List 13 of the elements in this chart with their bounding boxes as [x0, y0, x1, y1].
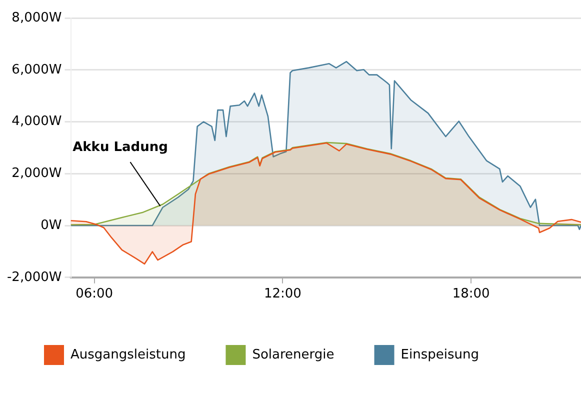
- annotation: Akku Ladung: [72, 140, 168, 155]
- y-tick-label: 2,000W: [12, 166, 62, 182]
- y-tick-label: 0W: [40, 218, 62, 233]
- x-tick-label: 12:00: [264, 286, 302, 302]
- x-tick-label: 18:00: [452, 286, 490, 302]
- y-tick-label: -2,000W: [6, 270, 62, 285]
- y-tick-label: 6,000W: [12, 62, 62, 78]
- y-tick-label: 8,000W: [12, 10, 62, 26]
- legend-label: Solarenergie: [252, 347, 334, 362]
- y-tick-label: 4,000W: [12, 114, 62, 130]
- x-tick-label: 06:00: [76, 286, 114, 302]
- legend-label: Ausgangsleistung: [70, 347, 186, 362]
- legend-label: Einspeisung: [400, 347, 479, 362]
